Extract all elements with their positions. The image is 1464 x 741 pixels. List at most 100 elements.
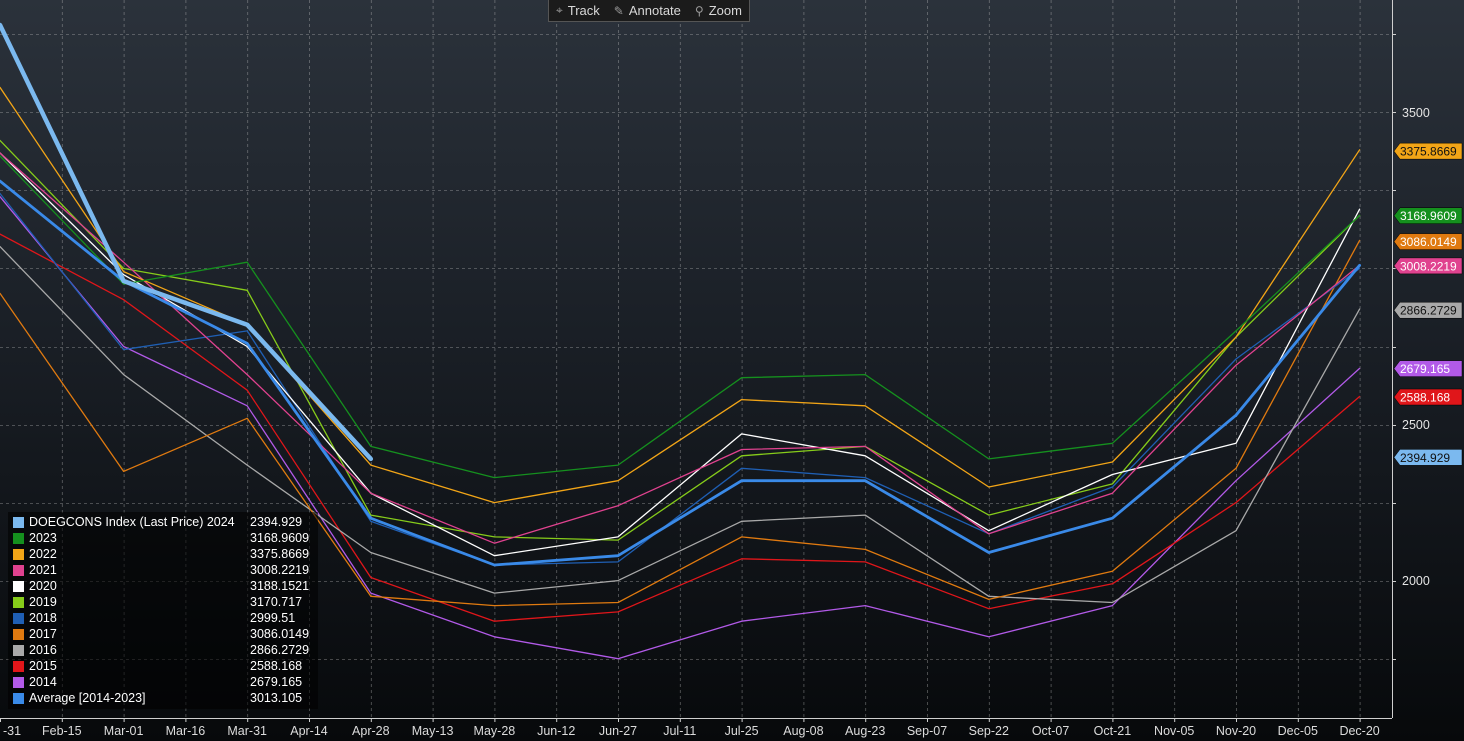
x-tick-label: Sep-07 (907, 724, 947, 738)
grid (0, 0, 1392, 718)
legend-series-name: 2019 (29, 595, 57, 609)
value-tag-label: 3168.9609 (1400, 209, 1457, 223)
legend-swatch (13, 660, 24, 672)
legend-series-name: 2017 (29, 627, 57, 641)
x-tick-label: Mar-31 (227, 724, 267, 738)
legend-entry: 2015 2588.168 (10, 658, 316, 674)
chart-legend: DOEGCONS Index (Last Price) 2024 2394.929… (8, 512, 318, 709)
x-tick-label: Dec-20 (1339, 724, 1379, 738)
legend-series-value: 2588.168 (250, 659, 303, 673)
value-tag-label: 2866.2729 (1400, 304, 1457, 318)
legend-series-name: 2018 (29, 611, 57, 625)
legend-series-value: 3086.0149 (250, 627, 310, 641)
value-tag: 3375.8669 (1393, 142, 1463, 160)
value-tag-label: 3375.8669 (1400, 145, 1457, 159)
value-tag: 3086.0149 (1393, 233, 1463, 250)
legend-entry: 2014 2679.165 (10, 674, 316, 690)
legend-swatch (13, 516, 24, 528)
x-tick-label: Feb-15 (42, 724, 82, 738)
x-tick-label: Oct-07 (1032, 724, 1070, 738)
legend-swatch (13, 564, 24, 576)
chart-toolbar: ⌖ Track ✎ Annotate ⚲ Zoom (548, 0, 750, 22)
legend-entry: 2016 2866.2729 (10, 642, 316, 658)
legend-swatch (13, 532, 24, 544)
legend-entry: 2019 3170.717 (10, 594, 316, 610)
legend-series-name: 2020 (29, 579, 57, 593)
series-line-2015 (0, 233, 1361, 622)
value-tag-label: 2679.165 (1400, 362, 1450, 376)
x-tick-label: Jun-27 (599, 724, 637, 738)
legend-entry: 2022 3375.8669 (10, 546, 316, 562)
value-tag-label: 3086.0149 (1400, 235, 1457, 249)
value-tag: 3008.2219 (1393, 257, 1463, 275)
legend-entry: 2017 3086.0149 (10, 626, 316, 642)
legend-entry: 2023 3168.9609 (10, 530, 316, 546)
crosshair-icon: ⌖ (556, 3, 563, 17)
series-line-2014 (0, 196, 1361, 660)
legend-swatch (13, 580, 24, 592)
legend-swatch (13, 612, 24, 624)
zoom-button[interactable]: ⚲ Zoom (688, 0, 749, 21)
x-tick-label: Mar-16 (166, 724, 206, 738)
x-tick-label: Oct-21 (1094, 724, 1132, 738)
legend-series-name: 2014 (29, 675, 57, 689)
series-line-2020 (0, 152, 1361, 557)
value-tag-bg (1393, 301, 1463, 319)
zoom-label: Zoom (708, 3, 742, 18)
legend-swatch (13, 692, 24, 704)
legend-series-value: 3008.2219 (250, 563, 310, 577)
value-tag-bg (1393, 142, 1463, 160)
series-line-2019 (0, 139, 1361, 541)
value-tag-bg (1393, 449, 1463, 466)
series-line-average-2014-2023 (0, 179, 1361, 567)
value-tag: 3168.9609 (1393, 207, 1463, 224)
x-tick-label: Dec-05 (1278, 724, 1318, 738)
x-tick-label: Apr-28 (352, 724, 390, 738)
series-lines (0, 22, 1361, 660)
series-line-2017 (0, 239, 1361, 607)
x-tick-label: May-13 (412, 724, 454, 738)
track-button[interactable]: ⌖ Track (549, 0, 607, 21)
legend-entry: DOEGCONS Index (Last Price) 2024 2394.929 (10, 514, 316, 530)
legend-series-value: 3170.717 (250, 595, 303, 609)
value-tag: 2394.929 (1393, 449, 1463, 466)
annotate-button[interactable]: ✎ Annotate (607, 0, 688, 21)
legend-series-value: 2866.2729 (250, 643, 310, 657)
x-tick-label: Apr-14 (290, 724, 328, 738)
legend-swatch (13, 644, 24, 656)
x-tick-label: Mar-01 (104, 724, 144, 738)
legend-entry: 2020 3188.1521 (10, 578, 316, 594)
x-tick-label: Jun-12 (537, 724, 575, 738)
value-tag-bg (1393, 207, 1463, 224)
x-tick-label: Nov-20 (1216, 724, 1256, 738)
x-tick-label: Jul-11 (663, 724, 696, 738)
value-tag: 2679.165 (1393, 360, 1463, 377)
legend-series-value: 3375.8669 (250, 547, 310, 561)
value-tag-bg (1393, 360, 1463, 377)
x-tick-label: Sep-22 (969, 724, 1009, 738)
legend-swatch (13, 676, 24, 688)
legend-series-value: 3188.1521 (250, 579, 310, 593)
value-tag-bg (1393, 388, 1463, 406)
x-tick-label: Aug-23 (845, 724, 885, 738)
series-line-2023 (0, 155, 1361, 479)
legend-series-name: DOEGCONS Index (Last Price) 2024 (29, 515, 235, 529)
legend-series-value: 3168.9609 (250, 531, 310, 545)
value-tag: 2866.2729 (1393, 301, 1463, 319)
legend-series-name: 2015 (29, 659, 57, 673)
legend-series-name: 2021 (29, 563, 57, 577)
legend-series-name: Average [2014-2023] (29, 691, 146, 705)
y-tick-label: 2000 (1402, 574, 1430, 588)
value-tag-label: 3008.2219 (1400, 259, 1457, 273)
value-tag-bg (1393, 233, 1463, 250)
legend-entry: Average [2014-2023] 3013.105 (10, 690, 316, 706)
legend-swatch (13, 548, 24, 560)
legend-series-value: 2394.929 (250, 515, 303, 529)
legend-series-value: 2999.51 (250, 611, 296, 625)
legend-entry: 2021 3008.2219 (10, 562, 316, 578)
x-tick-label: -31 (3, 724, 21, 738)
legend-series-name: 2016 (29, 643, 57, 657)
legend-series-value: 3013.105 (250, 691, 303, 705)
